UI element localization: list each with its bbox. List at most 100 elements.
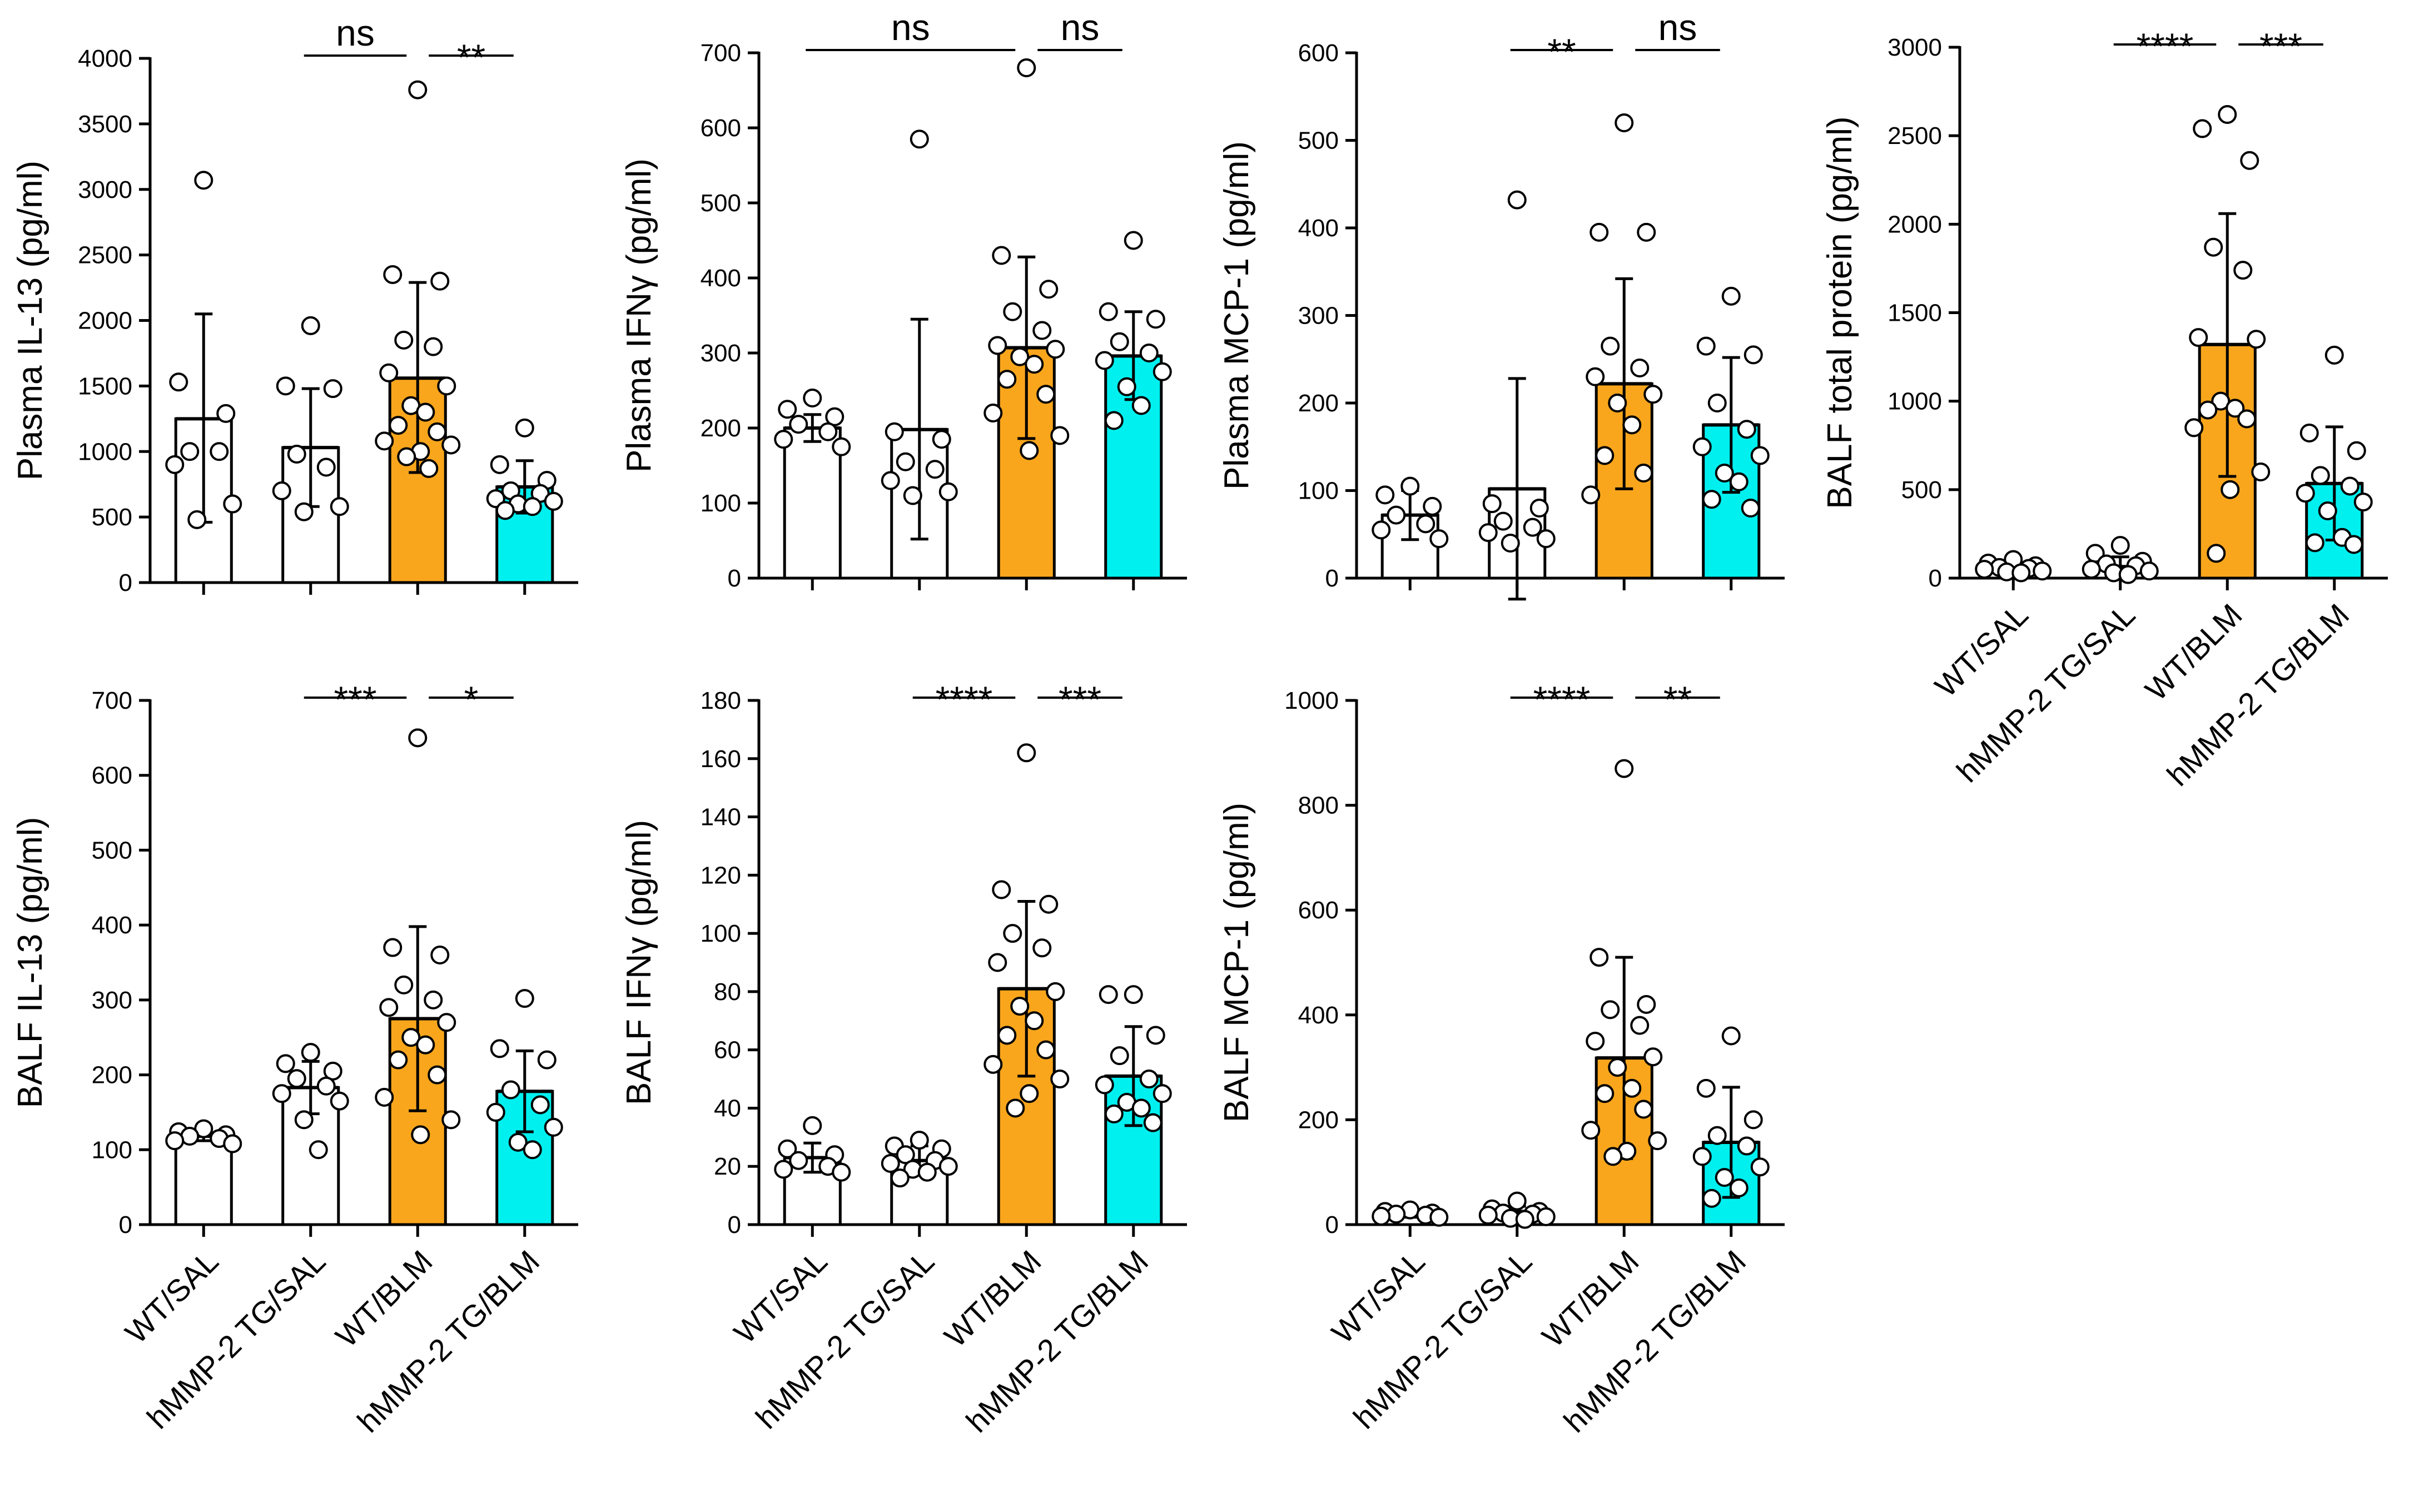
data-point (2233, 261, 2253, 280)
y-axis-title: Plasma IL-13 (pg/ml) (11, 161, 49, 480)
data-point (1729, 1178, 1749, 1197)
data-point (992, 880, 1011, 899)
data-point (2296, 484, 2315, 503)
data-point (2139, 561, 2159, 581)
y-tick-label: 0 (728, 1211, 741, 1239)
y-axis-title: BALF total protein (pg/ml) (1821, 116, 1859, 509)
y-tick-label: 60 (714, 1037, 741, 1064)
data-point (1104, 411, 1124, 430)
x-category-label: WT/SAL (1325, 1244, 1432, 1350)
data-point (2011, 563, 2031, 583)
data-point (1478, 523, 1498, 543)
data-point (1737, 1136, 1756, 1156)
data-point (1601, 1000, 1620, 1019)
data-point (1501, 534, 1520, 553)
data-point (2207, 544, 2226, 563)
data-point (903, 486, 922, 505)
data-point (437, 1013, 456, 1032)
data-point (1589, 222, 1609, 242)
data-point (394, 975, 414, 994)
data-point (1581, 485, 1601, 505)
data-point (294, 502, 314, 521)
significance-label: ** (457, 37, 485, 78)
data-point (1099, 985, 1118, 1004)
data-point (1622, 415, 1642, 435)
x-category-label: WT/BLM (937, 1244, 1048, 1354)
y-tick-label: 200 (1298, 1106, 1339, 1133)
data-point (1003, 302, 1022, 321)
data-point (1010, 347, 1030, 366)
y-tick-label: 300 (1298, 302, 1339, 330)
y-tick-label: 120 (701, 862, 741, 889)
y-tick-label: 0 (1325, 565, 1339, 592)
bar-0 (174, 1135, 233, 1226)
y-tick-label: 300 (92, 987, 132, 1014)
y-tick-label: 0 (119, 1211, 132, 1239)
y-tick-label: 500 (701, 190, 741, 217)
significance-label: **** (1533, 679, 1591, 720)
data-point (1478, 1206, 1498, 1225)
data-point (501, 1080, 520, 1100)
data-point (1020, 1084, 1039, 1103)
data-point (1707, 394, 1727, 412)
data-point (2118, 565, 2138, 584)
data-point (2237, 409, 2257, 429)
data-point (774, 1160, 793, 1179)
data-point (1741, 499, 1760, 518)
data-point (1744, 1110, 1763, 1130)
data-point (428, 1065, 447, 1085)
data-point (169, 372, 188, 392)
data-point (437, 376, 456, 396)
data-point (1523, 518, 1542, 537)
y-tick-label: 100 (701, 920, 741, 947)
data-point (997, 370, 1017, 389)
data-point (210, 442, 229, 461)
data-point (1630, 1016, 1650, 1035)
data-point (988, 336, 1007, 355)
data-point (818, 422, 838, 441)
data-point (1529, 499, 1549, 518)
data-point (383, 938, 403, 957)
significance-label: **** (2137, 26, 2194, 67)
y-tick-label: 0 (119, 569, 132, 596)
data-point (1750, 446, 1770, 465)
data-point (272, 1084, 291, 1103)
data-point (2221, 480, 2240, 499)
data-point (1039, 280, 1059, 299)
data-point (301, 1043, 320, 1062)
data-point (394, 330, 414, 350)
data-point (165, 455, 185, 474)
data-point (1036, 1040, 1056, 1060)
data-point (1124, 985, 1143, 1004)
data-point (1372, 520, 1391, 540)
x-category-label: hMMP-2 TG/SAL (1347, 1244, 1538, 1435)
data-point (1020, 441, 1039, 460)
data-point (2247, 330, 2266, 349)
y-axis-title: Plasma MCP-1 (pg/ml) (1218, 141, 1256, 490)
y-tick-label: 180 (701, 687, 741, 714)
y-tick-label: 400 (92, 912, 132, 939)
data-point (1715, 464, 1734, 483)
x-category-label: hMMP-2 TG/SAL (140, 1244, 332, 1435)
data-point (1025, 355, 1044, 374)
data-point (1110, 332, 1129, 351)
data-point (1117, 377, 1136, 396)
chart-plasma-ifng: 0 100 200 300 400 500 600 700 Plasma IFNγ (pg/ml… (620, 7, 1187, 592)
data-point (1039, 894, 1059, 914)
chart-plasma-mcp1: 0 100 200 300 400 500 600 Plasma MCP-1 (pg/ml) *… (1218, 7, 1785, 601)
y-tick-label: 1000 (1284, 687, 1339, 714)
data-point (1482, 494, 1502, 514)
data-point (411, 1125, 430, 1145)
data-point (1637, 222, 1656, 242)
chart-balf-mcp1: 0 200 400 600 800 1000 BALF MCP-1 (pg/ml) WT/SA… (1218, 679, 1785, 1439)
data-point (1104, 1104, 1124, 1123)
y-tick-label: 2000 (1887, 211, 1942, 238)
data-point (187, 510, 207, 529)
data-point (1416, 514, 1435, 534)
data-point (330, 497, 349, 516)
data-point (1608, 394, 1627, 412)
y-tick-label: 200 (92, 1062, 132, 1089)
y-tick-label: 3000 (1887, 34, 1942, 61)
significance-label: ** (1663, 679, 1692, 720)
data-point (1507, 190, 1527, 210)
